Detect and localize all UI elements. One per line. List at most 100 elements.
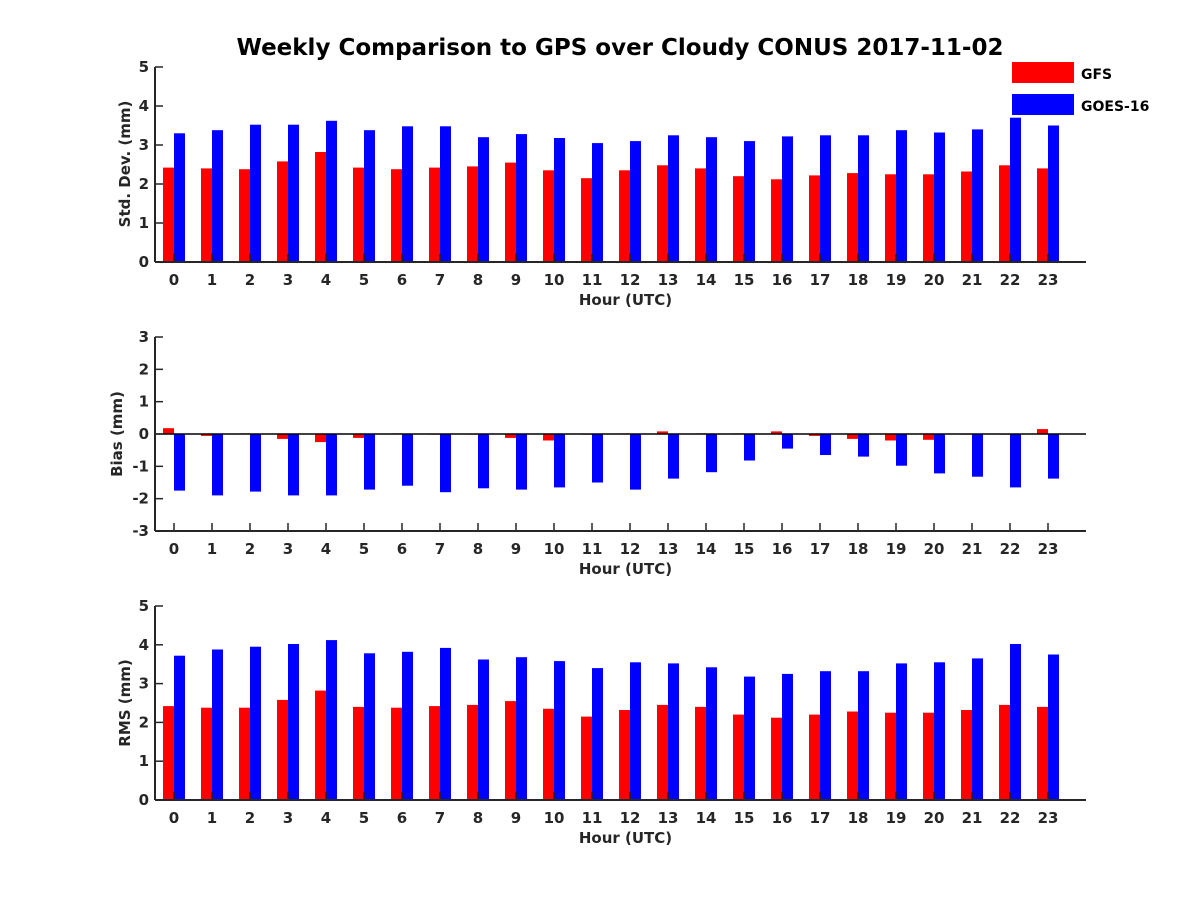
- bias-bar-goes16-14: [706, 434, 717, 473]
- bias-bar-goes16-6: [402, 434, 413, 486]
- std-dev-bar-gfs-23: [1037, 168, 1048, 262]
- rms-bar-goes16-10: [554, 661, 565, 800]
- std-dev-bar-goes16-14: [706, 137, 717, 262]
- rms-bar-goes16-16: [782, 673, 793, 800]
- std-dev-bar-gfs-10: [543, 170, 554, 262]
- bias-x-axis-label: Hour (UTC): [579, 560, 672, 578]
- std-dev-x-tick-label: 13: [658, 271, 679, 289]
- rms-x-tick-label: 23: [1038, 809, 1059, 827]
- rms-bar-gfs-8: [467, 704, 478, 800]
- bias-x-tick-label: 10: [544, 540, 565, 558]
- rms-bar-goes16-21: [972, 658, 983, 800]
- rms-x-tick-label: 21: [962, 809, 983, 827]
- rms-x-tick-label: 10: [544, 809, 565, 827]
- std-dev-y-tick-label: 4: [139, 97, 149, 115]
- bias-y-tick-label: -2: [132, 490, 149, 508]
- bias-x-tick-label: 2: [245, 540, 255, 558]
- std-dev-bar-gfs-21: [961, 171, 972, 262]
- rms-x-tick-label: 0: [169, 809, 179, 827]
- rms-x-tick-label: 12: [620, 809, 641, 827]
- std-dev-bar-gfs-13: [657, 165, 668, 262]
- bias-bar-gfs-1: [201, 434, 212, 436]
- bias-y-tick-label: 0: [139, 425, 149, 443]
- std-dev-x-tick-label: 7: [435, 271, 445, 289]
- std-dev-bar-goes16-19: [896, 130, 907, 262]
- bias-y-axis-label: Bias (mm): [108, 391, 126, 477]
- rms-bar-gfs-7: [429, 706, 440, 800]
- rms-x-tick-label: 16: [772, 809, 793, 827]
- bias-x-tick-label: 21: [962, 540, 983, 558]
- rms-bar-goes16-11: [592, 668, 603, 800]
- bias-bar-gfs-20: [923, 434, 934, 440]
- std-dev-x-tick-label: 20: [924, 271, 945, 289]
- bias-bar-goes16-11: [592, 434, 603, 483]
- std-dev-x-axis-label: Hour (UTC): [579, 291, 672, 309]
- std-dev-y-tick-label: 0: [139, 253, 149, 271]
- rms-bar-gfs-3: [277, 699, 288, 800]
- bias-bar-goes16-3: [288, 434, 299, 496]
- rms-bar-goes16-12: [630, 662, 641, 800]
- bias-x-tick-label: 20: [924, 540, 945, 558]
- legend-swatch-gfs: [1012, 62, 1074, 83]
- std-dev-bar-gfs-15: [733, 176, 744, 262]
- rms-x-tick-label: 11: [582, 809, 603, 827]
- bias-x-tick-label: 18: [848, 540, 869, 558]
- std-dev-x-tick-label: 4: [321, 271, 331, 289]
- chart-title: Weekly Comparison to GPS over Cloudy CON…: [237, 35, 1004, 61]
- bias-x-tick-label: 1: [207, 540, 217, 558]
- bias-y-tick-label: 1: [139, 393, 149, 411]
- rms-x-tick-label: 14: [696, 809, 717, 827]
- rms-bar-gfs-12: [619, 710, 630, 800]
- bias-bar-goes16-7: [440, 434, 451, 493]
- rms-bar-goes16-8: [478, 659, 489, 800]
- rms-x-tick-label: 22: [1000, 809, 1021, 827]
- rms-bar-gfs-22: [999, 704, 1010, 800]
- std-dev-bar-goes16-8: [478, 137, 489, 262]
- std-dev-bar-goes16-20: [934, 132, 945, 262]
- std-dev-x-tick-label: 19: [886, 271, 907, 289]
- rms-x-tick-label: 13: [658, 809, 679, 827]
- rms-bar-goes16-19: [896, 663, 907, 800]
- bias-bar-gfs-10: [543, 434, 554, 441]
- bias-bar-goes16-5: [364, 434, 375, 490]
- rms-y-tick-label: 4: [139, 636, 149, 654]
- std-dev-x-tick-label: 15: [734, 271, 755, 289]
- std-dev-y-tick-label: 1: [139, 214, 149, 232]
- bias-x-tick-label: 12: [620, 540, 641, 558]
- rms-x-tick-label: 5: [359, 809, 369, 827]
- std-dev-x-tick-label: 1: [207, 271, 217, 289]
- bias-bar-goes16-18: [858, 434, 869, 457]
- bias-bar-gfs-23: [1037, 429, 1048, 434]
- rms-bar-goes16-6: [402, 651, 413, 800]
- rms-bar-goes16-4: [326, 640, 337, 800]
- std-dev-bar-gfs-9: [505, 162, 516, 262]
- std-dev-x-tick-label: 18: [848, 271, 869, 289]
- rms-bar-goes16-22: [1010, 644, 1021, 800]
- std-dev-y-tick-label: 2: [139, 175, 149, 193]
- rms-bar-gfs-20: [923, 712, 934, 800]
- rms-bar-goes16-1: [212, 649, 223, 800]
- std-dev-bar-goes16-9: [516, 134, 527, 262]
- bias-bar-gfs-0: [163, 428, 174, 434]
- rms-y-axis-label: RMS (mm): [116, 659, 134, 746]
- bias-x-tick-label: 14: [696, 540, 717, 558]
- bias-x-tick-label: 22: [1000, 540, 1021, 558]
- bias-bar-gfs-9: [505, 434, 516, 438]
- rms-x-tick-label: 18: [848, 809, 869, 827]
- bias-bar-goes16-15: [744, 434, 755, 461]
- bias-bar-goes16-12: [630, 434, 641, 490]
- std-dev-bar-goes16-1: [212, 130, 223, 262]
- bias-x-tick-label: 8: [473, 540, 483, 558]
- std-dev-bar-gfs-3: [277, 161, 288, 262]
- rms-x-tick-label: 8: [473, 809, 483, 827]
- rms-x-tick-label: 6: [397, 809, 407, 827]
- bias-bar-goes16-4: [326, 434, 337, 496]
- std-dev-x-tick-label: 2: [245, 271, 255, 289]
- rms-x-tick-label: 17: [810, 809, 831, 827]
- rms-bar-goes16-20: [934, 662, 945, 800]
- rms-bar-gfs-11: [581, 716, 592, 800]
- std-dev-bar-goes16-3: [288, 124, 299, 262]
- bias-x-tick-label: 15: [734, 540, 755, 558]
